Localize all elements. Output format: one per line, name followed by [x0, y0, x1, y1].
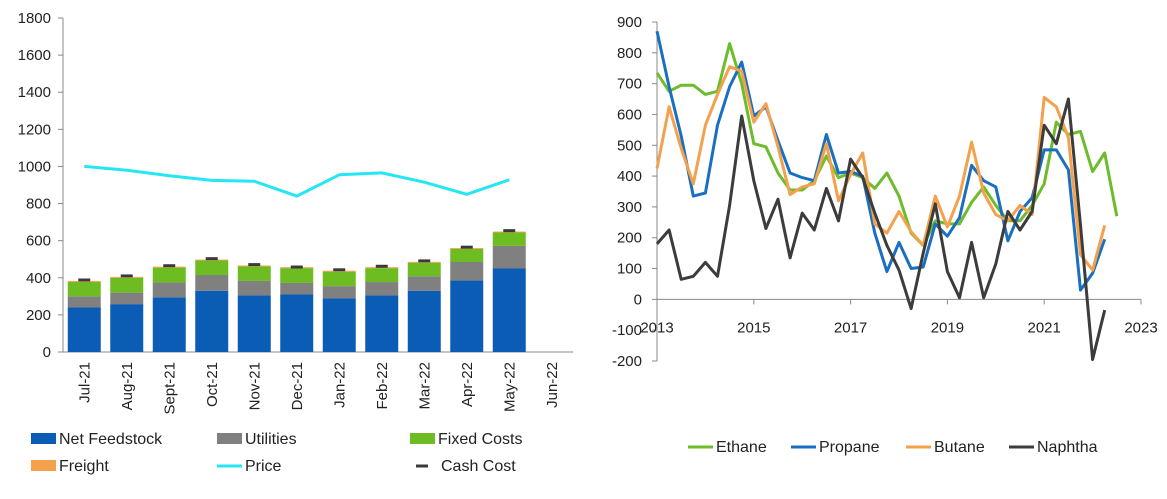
legend-fixed-costs-label: Fixed Costs — [438, 431, 522, 448]
bar-fixed-costs-mar-22 — [407, 262, 441, 277]
x-tick-label-2023: 2023 — [1124, 319, 1157, 336]
bar-fixed-costs-oct-21 — [195, 260, 229, 275]
x-tick-label-jul-21: Jul-21 — [76, 362, 93, 403]
x-tick-label-jan-22: Jan-22 — [331, 362, 348, 408]
bar-net-feedstock-aug-21 — [110, 304, 144, 352]
legend-utilities-swatch — [217, 433, 242, 444]
y-tick-label: 100 — [617, 261, 642, 278]
bar-net-feedstock-apr-22 — [450, 280, 484, 352]
legend-freight-swatch — [31, 460, 56, 471]
bar-net-feedstock-jul-21 — [67, 307, 101, 352]
y-tick-label: 1200 — [18, 121, 51, 138]
bar-utilities-apr-22 — [450, 262, 484, 281]
bar-net-feedstock-may-22 — [492, 268, 526, 352]
y-tick-label: 200 — [617, 230, 642, 247]
x-tick-label-feb-22: Feb-22 — [374, 362, 391, 410]
x-tick-label-oct-21: Oct-21 — [204, 362, 221, 407]
bar-net-feedstock-dec-21 — [280, 294, 314, 352]
bar-fixed-costs-apr-22 — [450, 249, 484, 263]
legend-propane-label: Propane — [819, 439, 880, 456]
legend-price-label: Price — [245, 458, 282, 475]
y-tick-label: 0 — [43, 344, 51, 361]
bar-fixed-costs-sept-21 — [152, 267, 186, 283]
x-tick-label-2021: 2021 — [1028, 319, 1061, 336]
legend-fixed-costs-swatch — [410, 433, 435, 444]
bar-fixed-costs-jan-22 — [322, 271, 356, 287]
y-tick-label: 1000 — [18, 158, 51, 175]
y-tick-label: 1400 — [18, 84, 51, 101]
x-tick-label-2015: 2015 — [737, 319, 770, 336]
y-tick-label: 800 — [26, 196, 51, 213]
legend-net-feedstock-swatch — [31, 433, 56, 444]
y-tick-label: -200 — [612, 353, 642, 370]
series-line-naphtha — [655, 97, 1107, 361]
y-tick-label: 500 — [617, 137, 642, 154]
legend-net-feedstock-label: Net Feedstock — [59, 431, 163, 448]
bar-fixed-costs-jul-21 — [67, 281, 101, 297]
cost-stack-chart: 0 200 400 600 800 1000 1200 1400 1600 1800 Jul-21 A… — [18, 10, 573, 475]
bar-fixed-costs-dec-21 — [280, 268, 314, 283]
x-tick-label-mar-22: Mar-22 — [416, 362, 433, 410]
x-tick-label-sept-21: Sept-21 — [161, 362, 178, 415]
bar-fixed-costs-nov-21 — [237, 266, 271, 281]
x-tick-label-jun-22: Jun-22 — [544, 362, 561, 408]
legend-utilities-label: Utilities — [245, 431, 297, 448]
x-tick-label-2017: 2017 — [834, 319, 867, 336]
bar-utilities-dec-21 — [280, 282, 314, 295]
bar-utilities-mar-22 — [407, 276, 441, 291]
y-tick-label: 400 — [617, 168, 642, 185]
bar-fixed-costs-feb-22 — [365, 268, 399, 283]
bar-net-feedstock-oct-21 — [195, 290, 229, 352]
y-tick-label: 600 — [617, 106, 642, 123]
price-line — [84, 164, 510, 198]
series-line-ethane — [655, 42, 1119, 247]
bar-utilities-nov-21 — [237, 280, 271, 296]
y-tick-label: 400 — [26, 270, 51, 287]
x-tick-label-nov-21: Nov-21 — [246, 362, 263, 410]
bar-net-feedstock-feb-22 — [365, 295, 399, 352]
bar-net-feedstock-nov-21 — [237, 295, 271, 352]
y-tick-label: 1800 — [18, 10, 51, 27]
x-tick-label-2013: 2013 — [640, 319, 673, 336]
bar-fixed-costs-may-22 — [492, 232, 526, 246]
y-tick-label: 900 — [617, 14, 642, 31]
bar-utilities-feb-22 — [365, 282, 399, 296]
y-tick-label: 700 — [617, 76, 642, 93]
x-tick-label-dec-21: Dec-21 — [289, 362, 306, 410]
bar-utilities-sept-21 — [152, 282, 186, 298]
legend-naphtha-label: Naphtha — [1037, 439, 1098, 456]
bar-utilities-may-22 — [492, 245, 526, 269]
legend-freight-label: Freight — [59, 458, 109, 475]
series-line-propane — [655, 30, 1107, 292]
bar-net-feedstock-jan-22 — [322, 298, 356, 352]
y-tick-label: 600 — [26, 233, 51, 250]
bar-fixed-costs-aug-21 — [110, 277, 144, 293]
legend-cash-cost-label: Cash Cost — [441, 458, 516, 475]
y-tick-label: -100 — [612, 322, 642, 339]
bar-net-feedstock-mar-22 — [407, 290, 441, 352]
x-tick-label-may-22: May-22 — [501, 362, 518, 412]
y-tick-label: 300 — [617, 199, 642, 216]
x-tick-label-2019: 2019 — [931, 319, 964, 336]
bar-utilities-jan-22 — [322, 286, 356, 299]
bar-net-feedstock-sept-21 — [152, 297, 186, 352]
legend-ethane-label: Ethane — [716, 439, 767, 456]
bar-utilities-oct-21 — [195, 274, 229, 291]
ngl-price-chart: -200 -100 0 100 200 300 400 500 600 700 800 900 2013… — [612, 14, 1158, 456]
y-tick-label: 1600 — [18, 47, 51, 64]
y-tick-label: 0 — [634, 291, 642, 308]
x-tick-label-apr-22: Apr-22 — [459, 362, 476, 407]
y-tick-label: 200 — [26, 307, 51, 324]
legend-butane-label: Butane — [934, 439, 985, 456]
bar-utilities-aug-21 — [110, 292, 144, 305]
y-tick-label: 800 — [617, 45, 642, 62]
x-tick-label-aug-21: Aug-21 — [119, 362, 136, 410]
bar-utilities-jul-21 — [67, 296, 101, 308]
